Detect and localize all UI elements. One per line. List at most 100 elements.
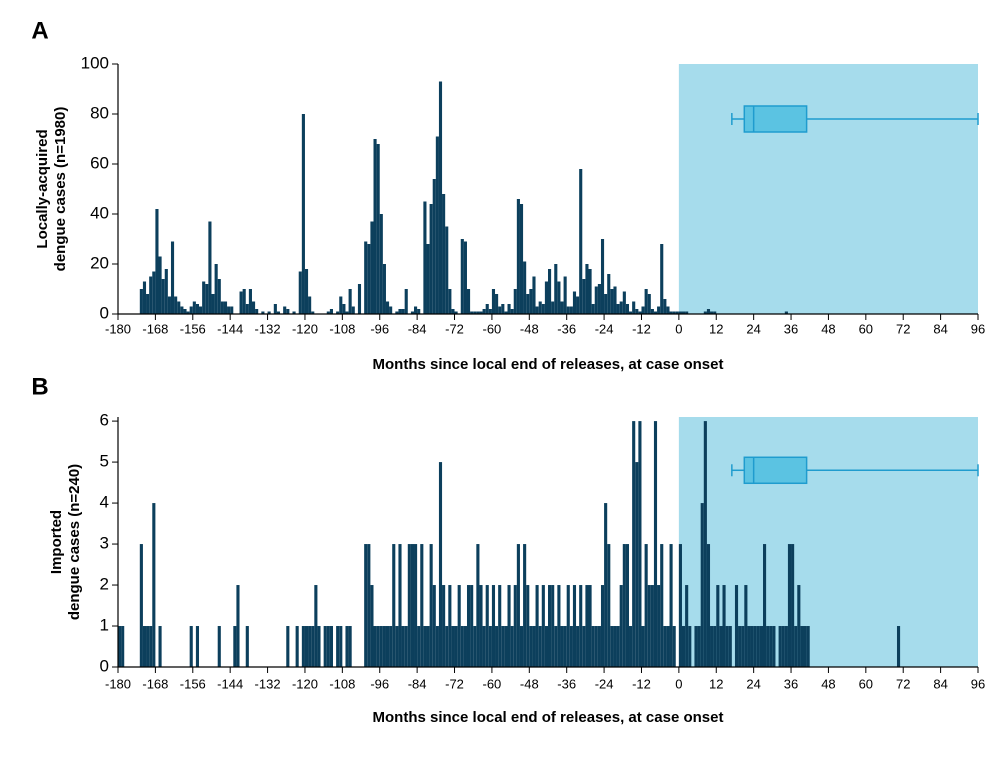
bar (410, 544, 415, 667)
x-tick-label: 84 (933, 676, 947, 691)
bar (255, 309, 259, 314)
bar (385, 626, 390, 667)
panel-letter: A (31, 17, 48, 44)
bar (632, 301, 636, 314)
bar (118, 626, 122, 667)
bar (572, 585, 577, 667)
bar (513, 289, 517, 314)
bar (629, 311, 633, 314)
bar (672, 626, 676, 667)
bar (414, 544, 418, 667)
bar (311, 626, 315, 667)
x-tick-label: -144 (217, 676, 243, 691)
x-tick-label: -36 (557, 321, 576, 336)
bar (488, 626, 492, 667)
bar (220, 301, 224, 314)
bar (504, 626, 508, 667)
bar (706, 309, 711, 314)
bar (647, 585, 651, 667)
x-tick-label: 36 (784, 676, 798, 691)
bar (286, 309, 290, 314)
y-tick-label: 60 (90, 153, 109, 172)
bar (719, 626, 723, 667)
bar (273, 304, 277, 314)
bar (245, 626, 249, 667)
bar (681, 311, 686, 314)
bar (336, 626, 340, 667)
y-tick-label: 3 (100, 534, 109, 553)
x-tick-label: -180 (105, 676, 131, 691)
x-tick-label: -48 (520, 676, 539, 691)
bar (202, 281, 206, 314)
x-tick-label: -24 (595, 321, 614, 336)
bar (189, 306, 193, 314)
x-tick-label: 12 (709, 676, 723, 691)
bar (523, 544, 527, 667)
bar (473, 626, 477, 667)
bar (314, 585, 318, 667)
bar (445, 626, 449, 667)
bar (292, 311, 296, 314)
bar (703, 311, 707, 314)
bar (538, 301, 542, 314)
bar (535, 585, 539, 667)
y-tick-label: 20 (90, 253, 109, 272)
bar (594, 626, 598, 667)
bar (435, 136, 439, 314)
bar (239, 291, 243, 314)
bar (339, 296, 343, 314)
bar (613, 626, 617, 667)
bar (177, 301, 181, 314)
bar (146, 294, 150, 314)
x-tick-label: -12 (632, 676, 651, 691)
bar (806, 626, 810, 667)
bar (161, 279, 165, 314)
bar (233, 626, 237, 667)
x-tick-label: -144 (217, 321, 243, 336)
bar (276, 311, 281, 314)
bar (485, 585, 489, 667)
bar (713, 311, 717, 314)
bar (429, 204, 433, 314)
box (743, 456, 808, 485)
bar (610, 289, 614, 314)
bar (632, 421, 636, 667)
bar (635, 462, 639, 667)
bar (345, 311, 349, 314)
bar (551, 301, 555, 314)
x-tick-label: 72 (896, 676, 910, 691)
bar (625, 544, 630, 667)
bar (152, 503, 156, 667)
bar (223, 301, 228, 314)
bar (488, 309, 492, 314)
bar (351, 306, 355, 314)
bar (373, 139, 377, 314)
bar (619, 301, 623, 314)
bar (149, 276, 153, 314)
bar (429, 544, 433, 667)
bar (217, 279, 221, 314)
bar (454, 311, 458, 314)
x-tick-label: -120 (292, 676, 318, 691)
x-tick-label: 36 (784, 321, 798, 336)
bar (622, 544, 626, 667)
bar (710, 311, 714, 314)
bar (710, 626, 714, 667)
bar (379, 214, 383, 314)
bar (457, 585, 461, 667)
y-tick-label: 0 (100, 303, 109, 322)
bar (554, 264, 558, 314)
bar (650, 309, 654, 314)
bar (778, 626, 782, 667)
bar (195, 626, 200, 667)
bar (495, 626, 499, 667)
bar (797, 585, 801, 667)
bar (283, 306, 287, 314)
bar (357, 284, 362, 314)
x-tick-label: -156 (180, 321, 206, 336)
bar (261, 311, 265, 314)
bar (186, 311, 190, 314)
bar (591, 626, 595, 667)
bar (666, 306, 670, 314)
bar (541, 585, 545, 667)
